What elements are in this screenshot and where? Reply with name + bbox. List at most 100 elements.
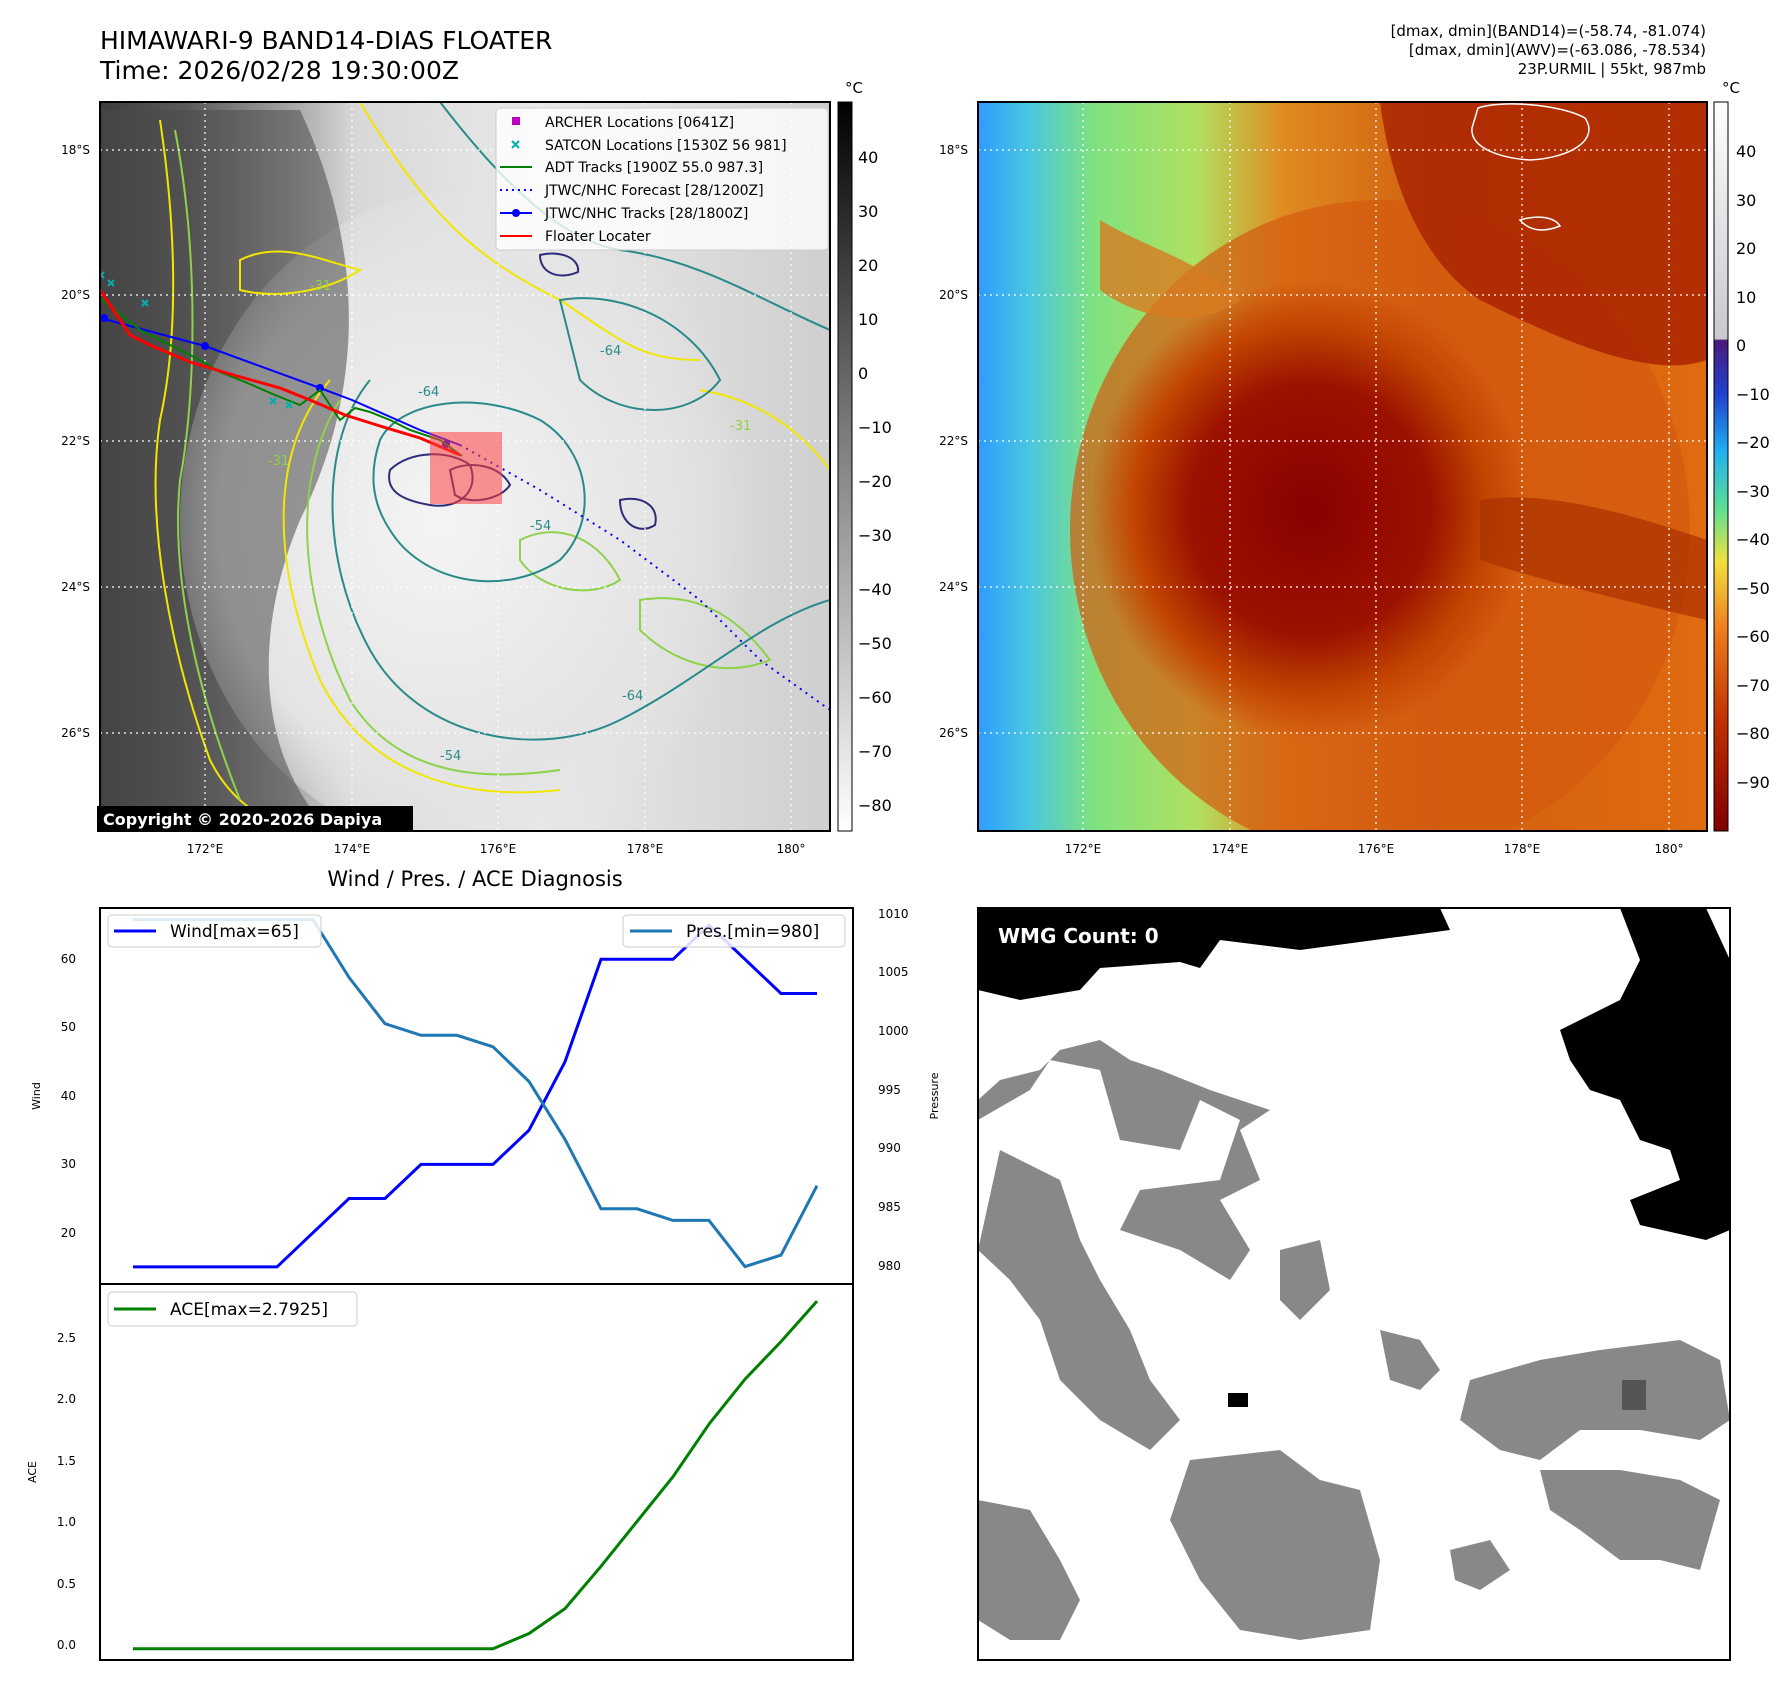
diagnosis-title: Wind / Pres. / ACE Diagnosis	[327, 867, 622, 891]
cb-tick: 0	[1736, 336, 1746, 355]
lon-label: 174°E	[1212, 842, 1249, 856]
colorbar-gray-ticks: 40 30 20 10 0 −10 −20 −30 −40 −50 −60 −7…	[858, 148, 892, 815]
title-line-1: HIMAWARI-9 BAND14-DIAS FLOATER	[100, 26, 553, 55]
title-line-2: Time: 2026/02/28 19:30:00Z	[100, 56, 459, 85]
adt-track-line	[100, 297, 463, 457]
lon-label: 172°E	[1065, 842, 1102, 856]
track-legend: ARCHER Locations [0641Z] SATCON Location…	[495, 107, 829, 251]
pres-tick: 1005	[878, 965, 909, 979]
cb-tick: −50	[1736, 579, 1770, 598]
colorbar-unit: °C	[1722, 79, 1740, 97]
wind-tick: 30	[61, 1157, 76, 1171]
contour-label: -54	[440, 749, 461, 764]
ace-axis-label: ACE	[26, 1461, 39, 1483]
cb-tick: 40	[858, 148, 878, 167]
grayscale-colorbar: °C 40 30 20 10 0 −10 −20 −30 −40 −50 −60…	[837, 79, 892, 832]
rain-band	[1480, 497, 1707, 620]
pres-ticks: 1010 1005 1000 995 990 985 980	[878, 907, 909, 1273]
cb-tick: 0	[858, 364, 868, 383]
color-map-frame	[977, 101, 1708, 832]
cb-tick: 20	[1736, 239, 1756, 258]
pres-tick: 1010	[878, 907, 909, 921]
ace-tick: 1.5	[57, 1454, 76, 1468]
pres-tick: 980	[878, 1259, 901, 1273]
pres-tick: 995	[878, 1083, 901, 1097]
lat-label: 22°S	[61, 434, 90, 448]
cb-tick: −70	[1736, 676, 1770, 695]
cb-tick: 20	[858, 256, 878, 275]
legend-item-floater: Floater Locater	[545, 229, 651, 245]
ace-tick: 0.5	[57, 1577, 76, 1591]
contour-yellow	[282, 379, 561, 794]
cb-tick: −90	[1736, 773, 1770, 792]
contour-teal	[331, 379, 830, 741]
cb-tick: −60	[858, 688, 892, 707]
contour-green	[306, 399, 561, 776]
cb-tick: −40	[858, 580, 892, 599]
wmg-frame	[977, 907, 1731, 1661]
cb-tick: −10	[1736, 385, 1770, 404]
wind-legend: Wind[max=65]	[170, 922, 299, 942]
coastline	[1471, 103, 1590, 161]
cb-tick: 10	[1736, 288, 1756, 307]
cb-tick: 40	[1736, 142, 1756, 161]
ir-color-map: 18°S 20°S 22°S 24°S 26°S 172°E 174°E 176…	[939, 79, 1770, 856]
pres-legend: Pres.[min=980]	[686, 922, 819, 942]
wmg-dark-cell	[1622, 1380, 1646, 1410]
colorbar-color-ticks: 40 30 20 10 0 −10 −20 −30 −40 −50 −60 −7…	[1736, 142, 1770, 792]
wind-tick: 60	[61, 952, 76, 966]
contour-label: -64	[622, 689, 643, 704]
contour-green	[174, 129, 241, 801]
cb-tick: −70	[858, 742, 892, 761]
lat-label: 24°S	[939, 580, 968, 594]
lat-labels-left: 18°S 20°S 22°S 24°S 26°S	[61, 143, 90, 740]
jtwc-track-line	[100, 317, 461, 446]
info-line-3: 23P.URMIL | 55kt, 987mb	[1517, 60, 1706, 78]
storm-core-color	[1090, 280, 1530, 740]
tracks-marker-dot	[512, 209, 520, 217]
ace-tick: 1.0	[57, 1515, 76, 1529]
lon-label: 172°E	[187, 842, 224, 856]
contour-label: -54	[530, 519, 551, 534]
diagnosis-charts: Wind / Pres. / ACE Diagnosis 60 50 40 30…	[26, 867, 941, 1661]
lon-label: 174°E	[334, 842, 371, 856]
wind-tick: 40	[61, 1089, 76, 1103]
contour-yellow	[239, 250, 363, 295]
legend-box	[495, 107, 829, 251]
contour-label: -64	[600, 344, 621, 359]
ace-legend-box	[107, 1291, 358, 1327]
cb-tick: −10	[858, 418, 892, 437]
pressure-axis-label: Pressure	[928, 1072, 941, 1119]
ace-series	[133, 1300, 819, 1651]
cb-tick: −60	[1736, 627, 1770, 646]
ace-legend: ACE[max=2.7925]	[170, 1300, 328, 1320]
cloud-band	[1100, 220, 1240, 319]
colorbar-unit: °C	[845, 79, 863, 97]
legend-item-adt: ADT Tracks [1900Z 55.0 987.3]	[545, 160, 763, 176]
wind-axis-label: Wind	[30, 1082, 43, 1110]
wmg-gray-regions	[978, 1040, 1730, 1640]
contour-teal	[558, 297, 722, 411]
contour-navy	[538, 252, 580, 277]
contour-navy	[618, 497, 657, 530]
archer-marker	[512, 117, 520, 125]
wind-legend-box	[107, 914, 322, 948]
wmg-count-label: WMG Count: 0	[998, 924, 1159, 948]
lon-label: 176°E	[1358, 842, 1395, 856]
lat-label: 20°S	[61, 288, 90, 302]
cb-tick: 30	[1736, 191, 1756, 210]
gridlines-right	[978, 102, 1707, 831]
cb-tick: −20	[1736, 433, 1770, 452]
copyright-text: Copyright © 2020-2026 Dapiya	[103, 810, 382, 829]
cb-tick: −80	[858, 796, 892, 815]
wmg-black-region	[978, 908, 1730, 1407]
lat-label: 18°S	[939, 143, 968, 157]
wind-tick: 20	[61, 1226, 76, 1240]
cb-tick: 10	[858, 310, 878, 329]
legend-item-archer: ARCHER Locations [0641Z]	[545, 115, 734, 131]
contour-teal	[372, 401, 586, 583]
wmg-panel: WMG Count: 0	[977, 907, 1731, 1661]
jtwc-forecast-line	[459, 444, 830, 711]
lat-labels-right: 18°S 20°S 22°S 24°S 26°S	[939, 143, 968, 740]
contour-yellow	[359, 102, 701, 361]
